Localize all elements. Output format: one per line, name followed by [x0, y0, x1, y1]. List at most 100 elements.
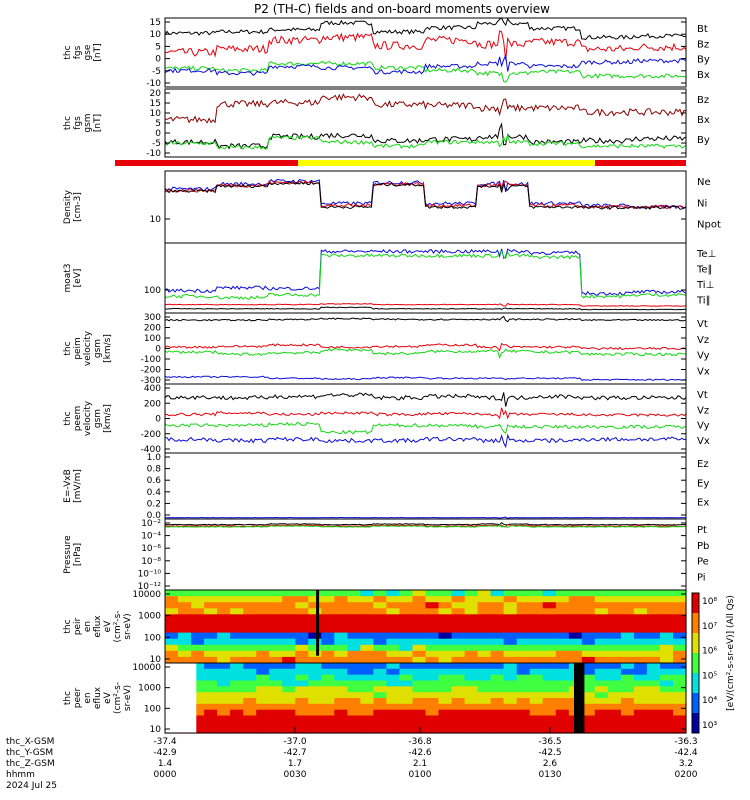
spectro-cell [321, 632, 335, 640]
spectro-cell [347, 721, 361, 728]
spectro-cell [594, 632, 609, 640]
spectro-cell [321, 663, 335, 670]
spectro-cell [646, 590, 661, 597]
spectro-cell [165, 650, 179, 658]
spectro-cell [399, 663, 413, 670]
spectro-cell [295, 680, 309, 687]
legend-By: By [697, 135, 710, 146]
panel-frame-temp [164, 242, 687, 314]
spectro-cell [425, 715, 440, 722]
spectro-cell [620, 620, 635, 628]
spectro-cell [308, 663, 322, 670]
spectro-cell [555, 698, 570, 705]
trace-bz [165, 30, 687, 61]
y-axis-label: eV [103, 691, 113, 704]
spectro-cell [256, 680, 270, 687]
spectro-cell [516, 656, 531, 664]
spectro-cell [178, 590, 192, 597]
spectro-cell [568, 602, 583, 609]
spectro-cell [581, 692, 596, 699]
y-tick-label: 1.0 [147, 453, 162, 463]
spectro-cell [165, 590, 179, 597]
spectro-cell [607, 656, 622, 664]
spectro-cell [178, 656, 192, 664]
spectro-cell [191, 602, 205, 609]
spectro-cell [451, 668, 466, 676]
spectro-cell [438, 632, 453, 640]
spectro-cell [399, 680, 413, 687]
spectro-cell [542, 686, 557, 693]
x-tick-label: 2.1 [413, 759, 427, 769]
spectro-cell [425, 656, 440, 664]
spectro-cell [438, 608, 453, 615]
spectro-cell [620, 709, 635, 717]
spectro-cell [386, 632, 400, 640]
spectro-cell [438, 602, 453, 609]
spectro-cell [360, 680, 374, 687]
spectro-cell [477, 703, 492, 711]
spectro-cell [503, 596, 518, 603]
y-axis-label: gse [83, 44, 93, 60]
spectro-cell [308, 644, 322, 652]
spectro-cell [660, 650, 674, 658]
spectro-cell [399, 656, 413, 664]
spectro-cell [581, 638, 596, 646]
spectro-cell [230, 590, 244, 597]
y-tick-label: 1000 [138, 612, 161, 622]
spectro-cell [373, 626, 387, 634]
spectro-cell [373, 680, 387, 687]
spectro-cell [503, 614, 518, 621]
spectro-cell [360, 620, 374, 628]
spectro-cell [620, 644, 635, 652]
spectro-cell [438, 638, 453, 646]
spectro-cell [217, 692, 231, 699]
spectro-cell [360, 608, 374, 615]
legend-Bx: Bx [697, 70, 710, 81]
spectro-cell [178, 632, 192, 640]
spectro-cell [555, 686, 570, 693]
spectro-cell [308, 692, 322, 699]
panel-frames [164, 17, 700, 734]
y-tick-label: 0.0 [147, 511, 162, 521]
spectro-cell [243, 608, 257, 615]
spectro-cell [633, 632, 648, 640]
spectro-cell [529, 602, 544, 609]
spectro-cell [243, 721, 257, 728]
spectro-cell [399, 632, 413, 640]
x-row-label: hhmm [6, 770, 35, 780]
trace-vy-peem [164, 421, 686, 435]
spectro-cell [673, 590, 687, 597]
spectro-cell [425, 614, 440, 621]
spectro-cell [217, 668, 231, 676]
x-tick-label: 0130 [539, 770, 562, 780]
spectro-cell [620, 698, 635, 705]
spectro-cell [529, 668, 544, 676]
spectro-cell [269, 680, 283, 687]
spectro-cell [308, 596, 322, 603]
spectro-cell [204, 620, 218, 628]
spectro-cell [438, 656, 453, 664]
spectro-cell [178, 608, 192, 615]
spectro-cell [256, 632, 270, 640]
spectro-cell [646, 638, 661, 646]
spectro-cell [295, 721, 309, 728]
spectro-cell [386, 644, 400, 652]
spectro-cell [204, 608, 218, 615]
spectro-cell [386, 674, 400, 682]
spectro-cell [568, 626, 583, 634]
spectro-cell [607, 602, 622, 609]
spectro-cell [594, 620, 609, 628]
spectro-cell [581, 620, 596, 628]
spectro-cell [386, 709, 400, 717]
spectro-cell [256, 709, 270, 717]
legend-Ne: Ne [697, 177, 711, 188]
y-axis-label: en [83, 692, 93, 703]
y-tick-label: 10⁻⁴ [141, 532, 161, 542]
spectro-cell [204, 632, 218, 640]
y-tick-label: -200 [141, 366, 162, 376]
spectro-cell [451, 656, 466, 664]
y-tick-label: -5 [152, 139, 161, 149]
legend-Bz: Bz [697, 39, 709, 50]
spectro-cell [269, 698, 283, 705]
trace-vt-peem [164, 392, 687, 407]
